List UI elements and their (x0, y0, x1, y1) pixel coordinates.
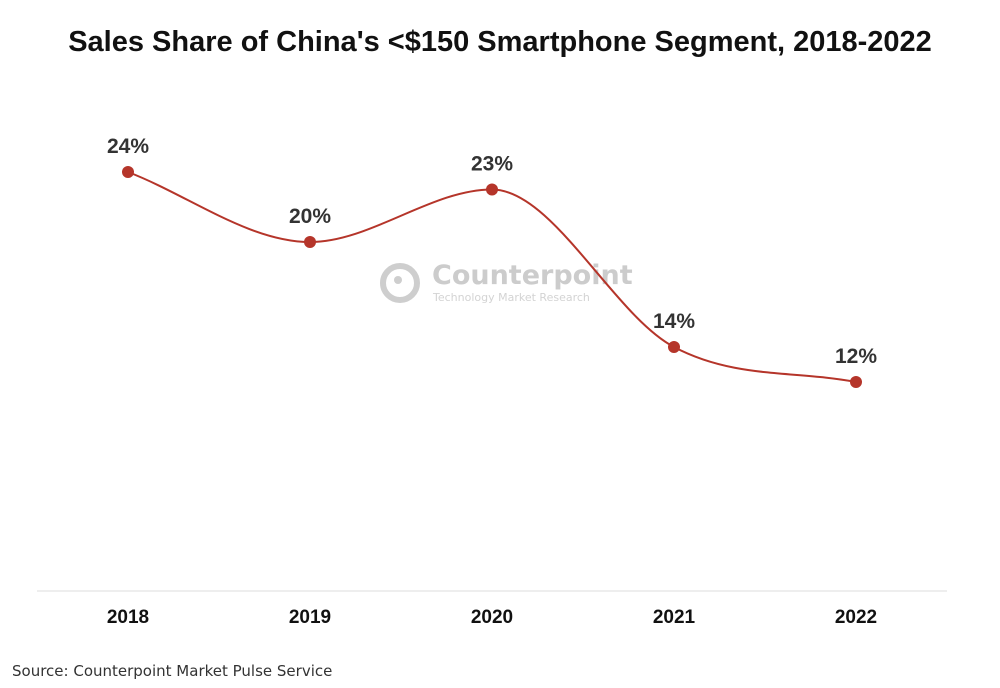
x-tick-2018: 2018 (107, 607, 149, 628)
data-label-2019: 20% (289, 205, 331, 228)
data-label-2020: 23% (471, 153, 513, 176)
data-label-2022: 12% (835, 345, 877, 368)
watermark-tagline: Technology Market Research (432, 291, 590, 304)
source-note: Source: Counterpoint Market Pulse Servic… (12, 662, 333, 680)
x-axis-ticks: 2018 2019 2020 2021 2022 (107, 607, 877, 628)
data-labels: 24% 20% 23% 14% 12% (107, 135, 877, 368)
x-tick-2022: 2022 (835, 607, 877, 628)
data-point-2018 (122, 166, 134, 178)
x-tick-2020: 2020 (471, 607, 513, 628)
counterpoint-logo-icon (380, 263, 420, 303)
data-point-2020 (486, 183, 498, 196)
x-tick-2019: 2019 (289, 607, 331, 628)
series-marks (122, 166, 862, 388)
data-point-2021 (668, 341, 680, 353)
data-label-2018: 24% (107, 135, 149, 158)
watermark-brand: Counterpoint (432, 260, 633, 291)
data-point-2019 (304, 236, 316, 248)
chart-title: Sales Share of China's <$150 Smartphone … (68, 26, 932, 58)
data-point-2022 (850, 376, 862, 388)
x-tick-2021: 2021 (653, 607, 696, 628)
data-label-2021: 14% (653, 310, 695, 333)
watermark: Counterpoint Technology Market Research (380, 260, 633, 304)
